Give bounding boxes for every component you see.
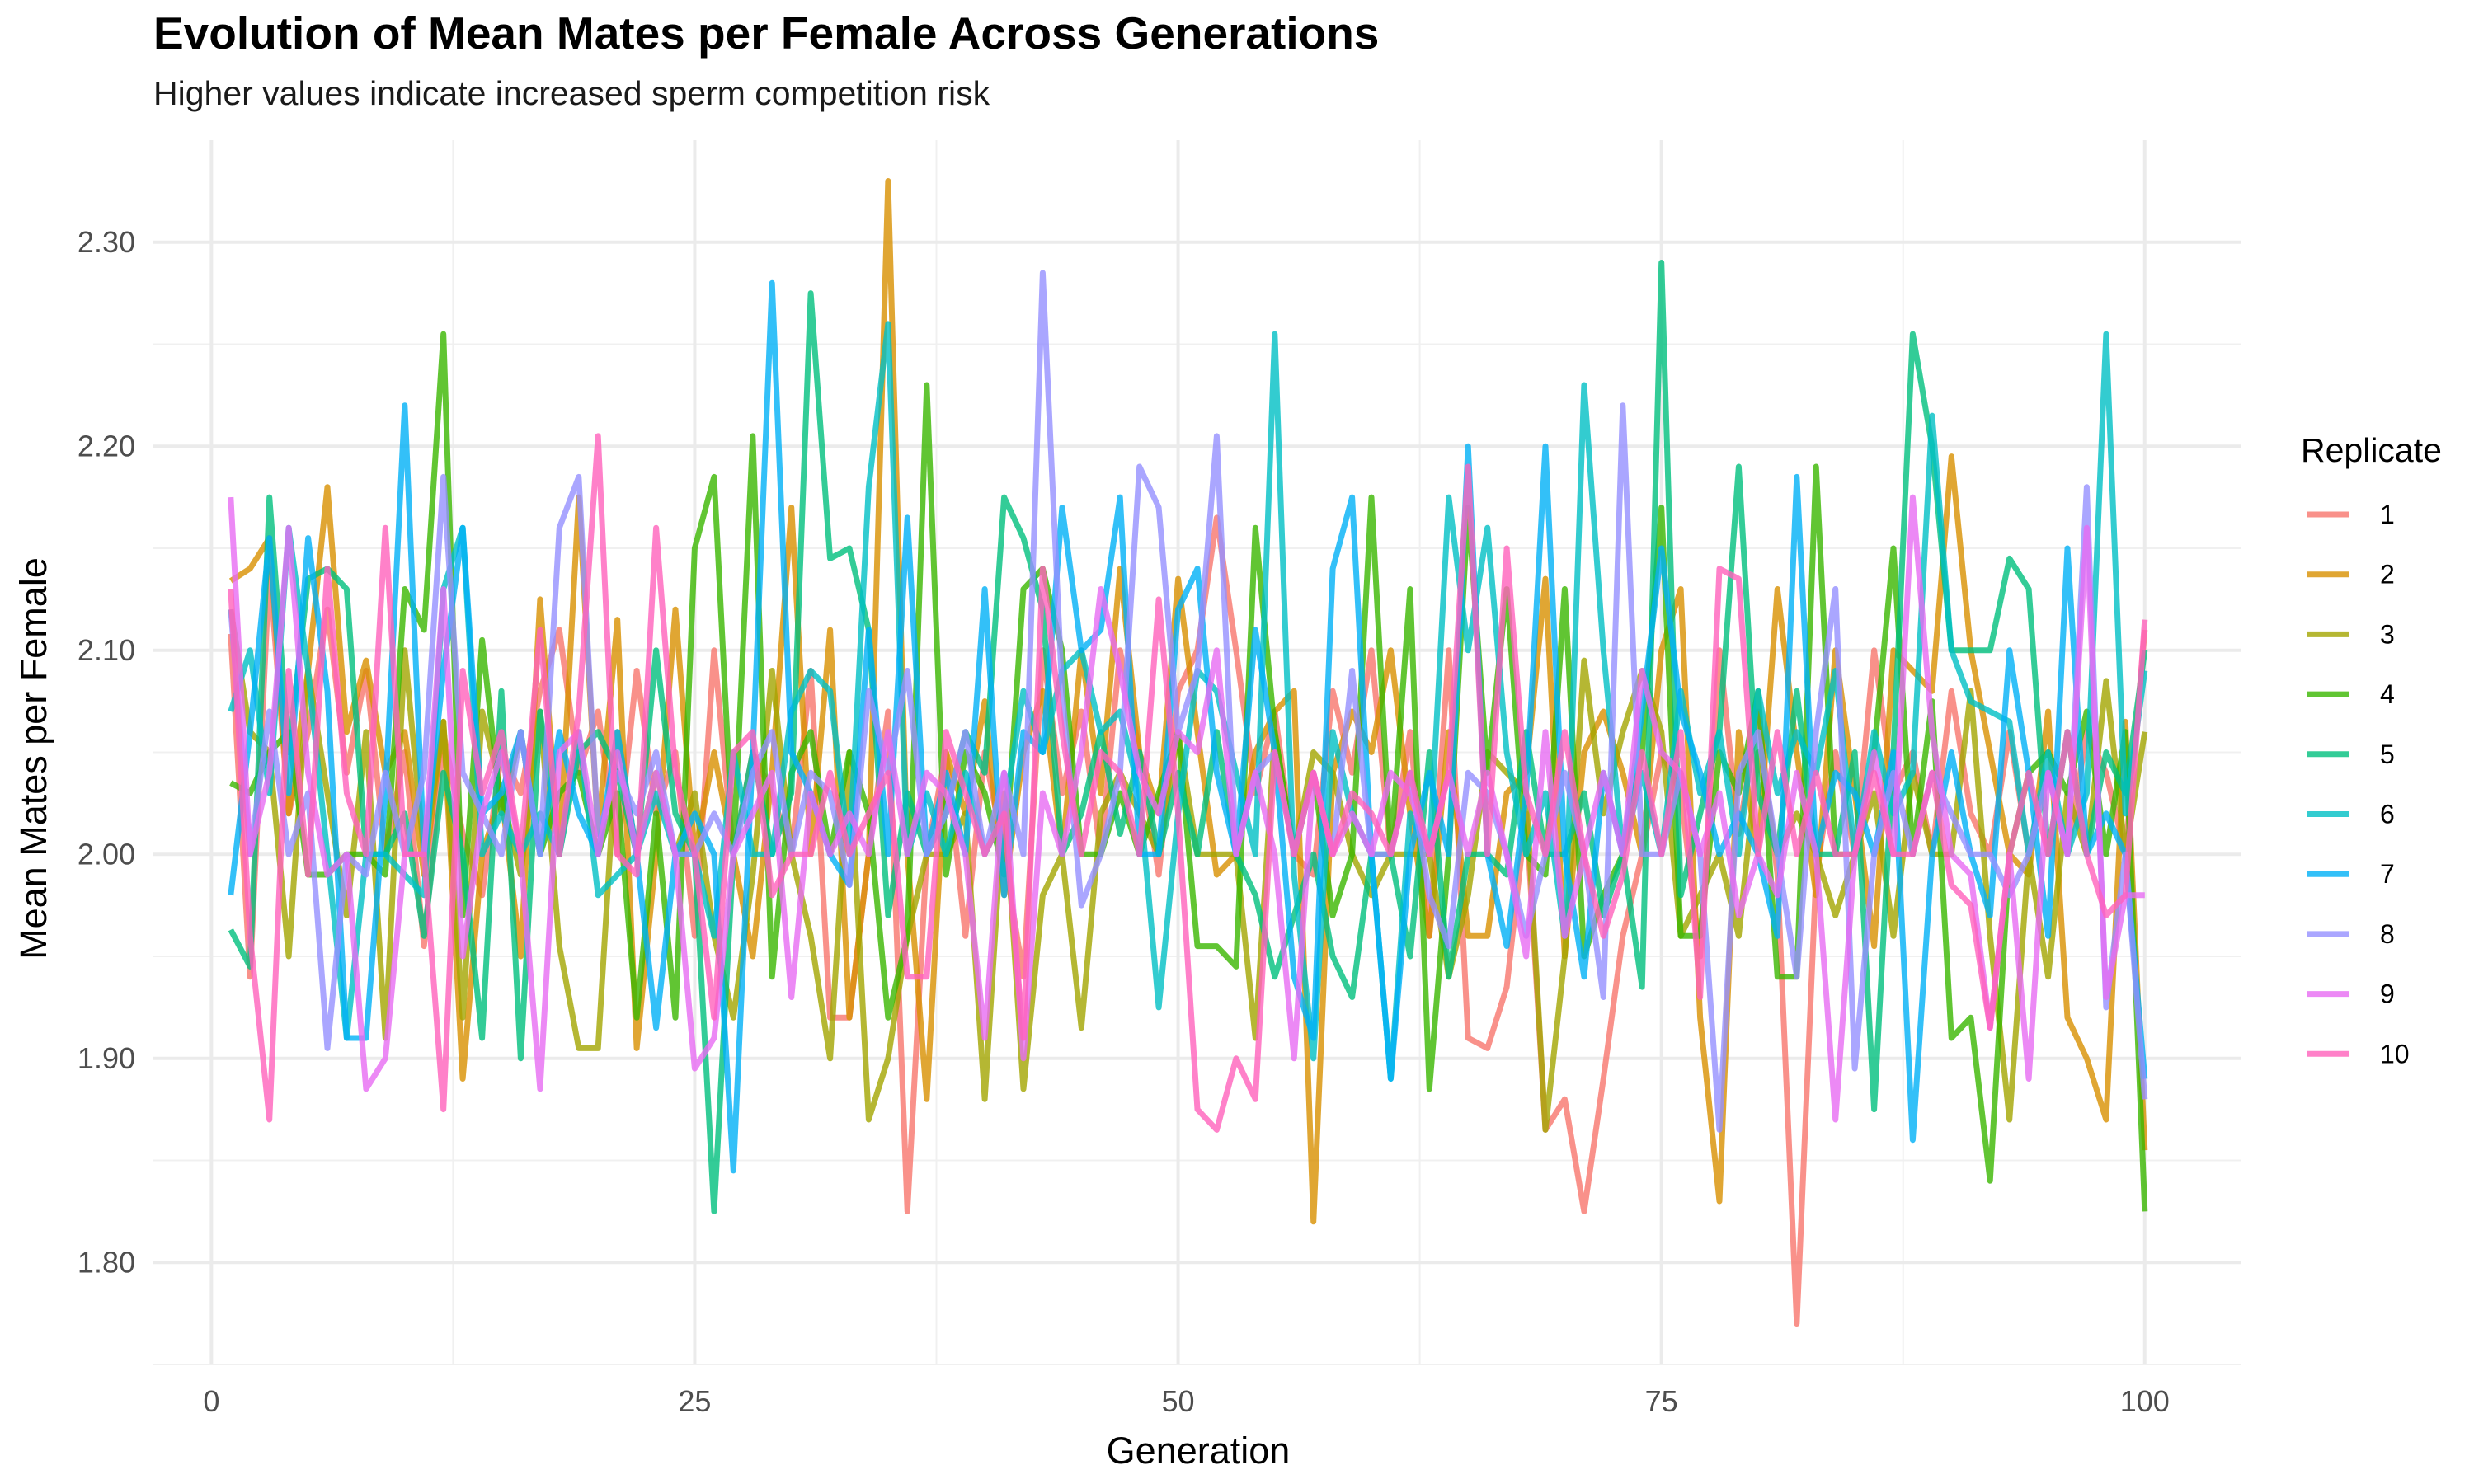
x-tick-label: 25 xyxy=(678,1384,711,1418)
y-tick-label: 1.90 xyxy=(78,1041,135,1075)
series-lines xyxy=(228,178,2148,1327)
legend-items: 1 2 3 4 5 6 7 8 9 10 xyxy=(2307,500,2410,1068)
legend-label: 9 xyxy=(2380,979,2395,1009)
y-tick-label: 1.80 xyxy=(78,1245,135,1279)
series-line-replicate-8 xyxy=(228,270,2148,1133)
legend: Replicate 1 2 3 4 5 6 7 8 9 10 xyxy=(2301,431,2442,1068)
y-axis-ticks: 1.80 1.90 2.00 2.10 2.20 2.30 xyxy=(78,225,135,1280)
legend-label: 7 xyxy=(2380,859,2395,889)
chart-title: Evolution of Mean Mates per Female Acros… xyxy=(153,7,1380,59)
chart-subtitle: Higher values indicate increased sperm c… xyxy=(153,74,990,112)
legend-label: 6 xyxy=(2380,800,2395,829)
legend-label: 3 xyxy=(2380,619,2395,649)
y-tick-label: 2.00 xyxy=(78,837,135,871)
legend-label: 10 xyxy=(2380,1039,2410,1068)
legend-label: 2 xyxy=(2380,560,2395,589)
series-line-replicate-9 xyxy=(228,494,2145,1123)
x-tick-label: 50 xyxy=(1162,1384,1195,1418)
legend-label: 4 xyxy=(2380,679,2395,709)
y-tick-label: 2.10 xyxy=(78,633,135,667)
series-line-replicate-10 xyxy=(228,433,2148,1133)
y-axis-title: Mean Mates per Female xyxy=(12,557,54,960)
x-axis-title: Generation xyxy=(1107,1430,1291,1472)
y-tick-label: 2.20 xyxy=(78,429,135,463)
legend-label: 5 xyxy=(2380,740,2395,769)
x-tick-label: 100 xyxy=(2120,1384,2170,1418)
y-tick-label: 2.30 xyxy=(78,225,135,259)
legend-title: Replicate xyxy=(2301,431,2442,469)
legend-label: 8 xyxy=(2380,919,2395,949)
x-tick-label: 75 xyxy=(1645,1384,1678,1418)
x-axis-ticks: 0 25 50 75 100 xyxy=(203,1384,2169,1418)
x-tick-label: 0 xyxy=(203,1384,219,1418)
legend-label: 1 xyxy=(2380,500,2395,529)
